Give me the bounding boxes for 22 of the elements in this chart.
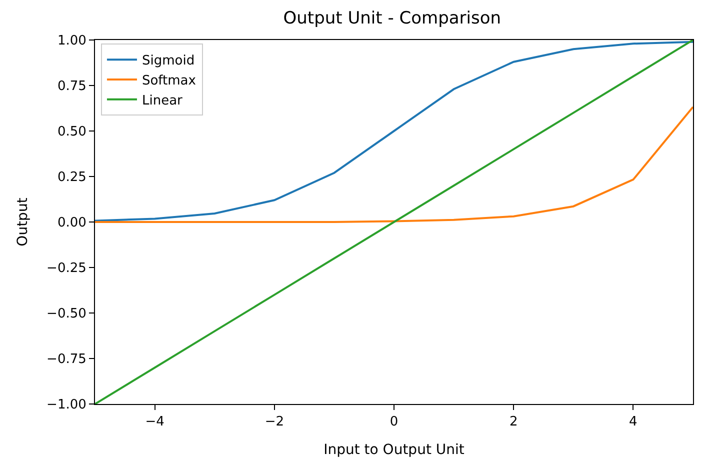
y-tick-label: −0.25: [46, 261, 86, 276]
y-tick-label: 0.75: [57, 79, 86, 94]
x-tick-label: −2: [264, 414, 284, 430]
x-tick-label: −4: [145, 414, 164, 430]
legend-label: Linear: [142, 93, 184, 108]
y-axis-title: Output: [15, 197, 32, 246]
y-tick-label: 0.00: [57, 216, 86, 231]
x-tick-label: 0: [390, 414, 398, 430]
y-tick-label: 0.25: [57, 170, 86, 186]
x-tick-label: 2: [509, 414, 518, 430]
y-tick-label: −1.00: [46, 398, 86, 413]
line-series: [95, 40, 693, 222]
y-tick-label: 0.50: [57, 124, 86, 140]
y-tick-label: 1.00: [57, 34, 86, 49]
legend-label: Sigmoid: [142, 54, 195, 69]
chart-title: Output Unit - Comparison: [283, 8, 502, 29]
legend-label: Softmax: [142, 74, 196, 89]
x-tick-label: 4: [629, 414, 638, 430]
y-tick-label: −0.75: [46, 352, 86, 368]
line-series: [95, 106, 693, 223]
y-tick-label: −0.50: [46, 306, 86, 322]
x-axis-title: Input to Output Unit: [324, 442, 465, 458]
